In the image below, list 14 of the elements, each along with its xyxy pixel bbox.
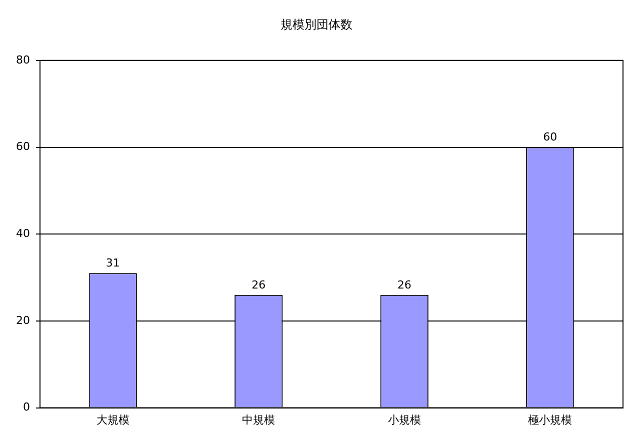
- y-tick-label: 0: [22, 400, 30, 414]
- data-label: 60: [543, 130, 558, 144]
- chart-title: 規模別団体数: [280, 17, 352, 32]
- x-tick-label: 極小規模: [528, 413, 572, 426]
- x-tick-label: 小規模: [388, 413, 421, 426]
- data-label: 26: [252, 278, 266, 292]
- y-tick-label: 20: [16, 314, 30, 327]
- y-tick-label: 40: [16, 226, 30, 240]
- data-label: 31: [106, 256, 120, 270]
- data-label: 26: [397, 278, 412, 292]
- y-tick-label: 60: [16, 140, 30, 154]
- x-tick-label: 大規模: [96, 413, 130, 426]
- y-tick-label: 80: [16, 53, 30, 66]
- x-tick-label: 中規模: [242, 413, 276, 426]
